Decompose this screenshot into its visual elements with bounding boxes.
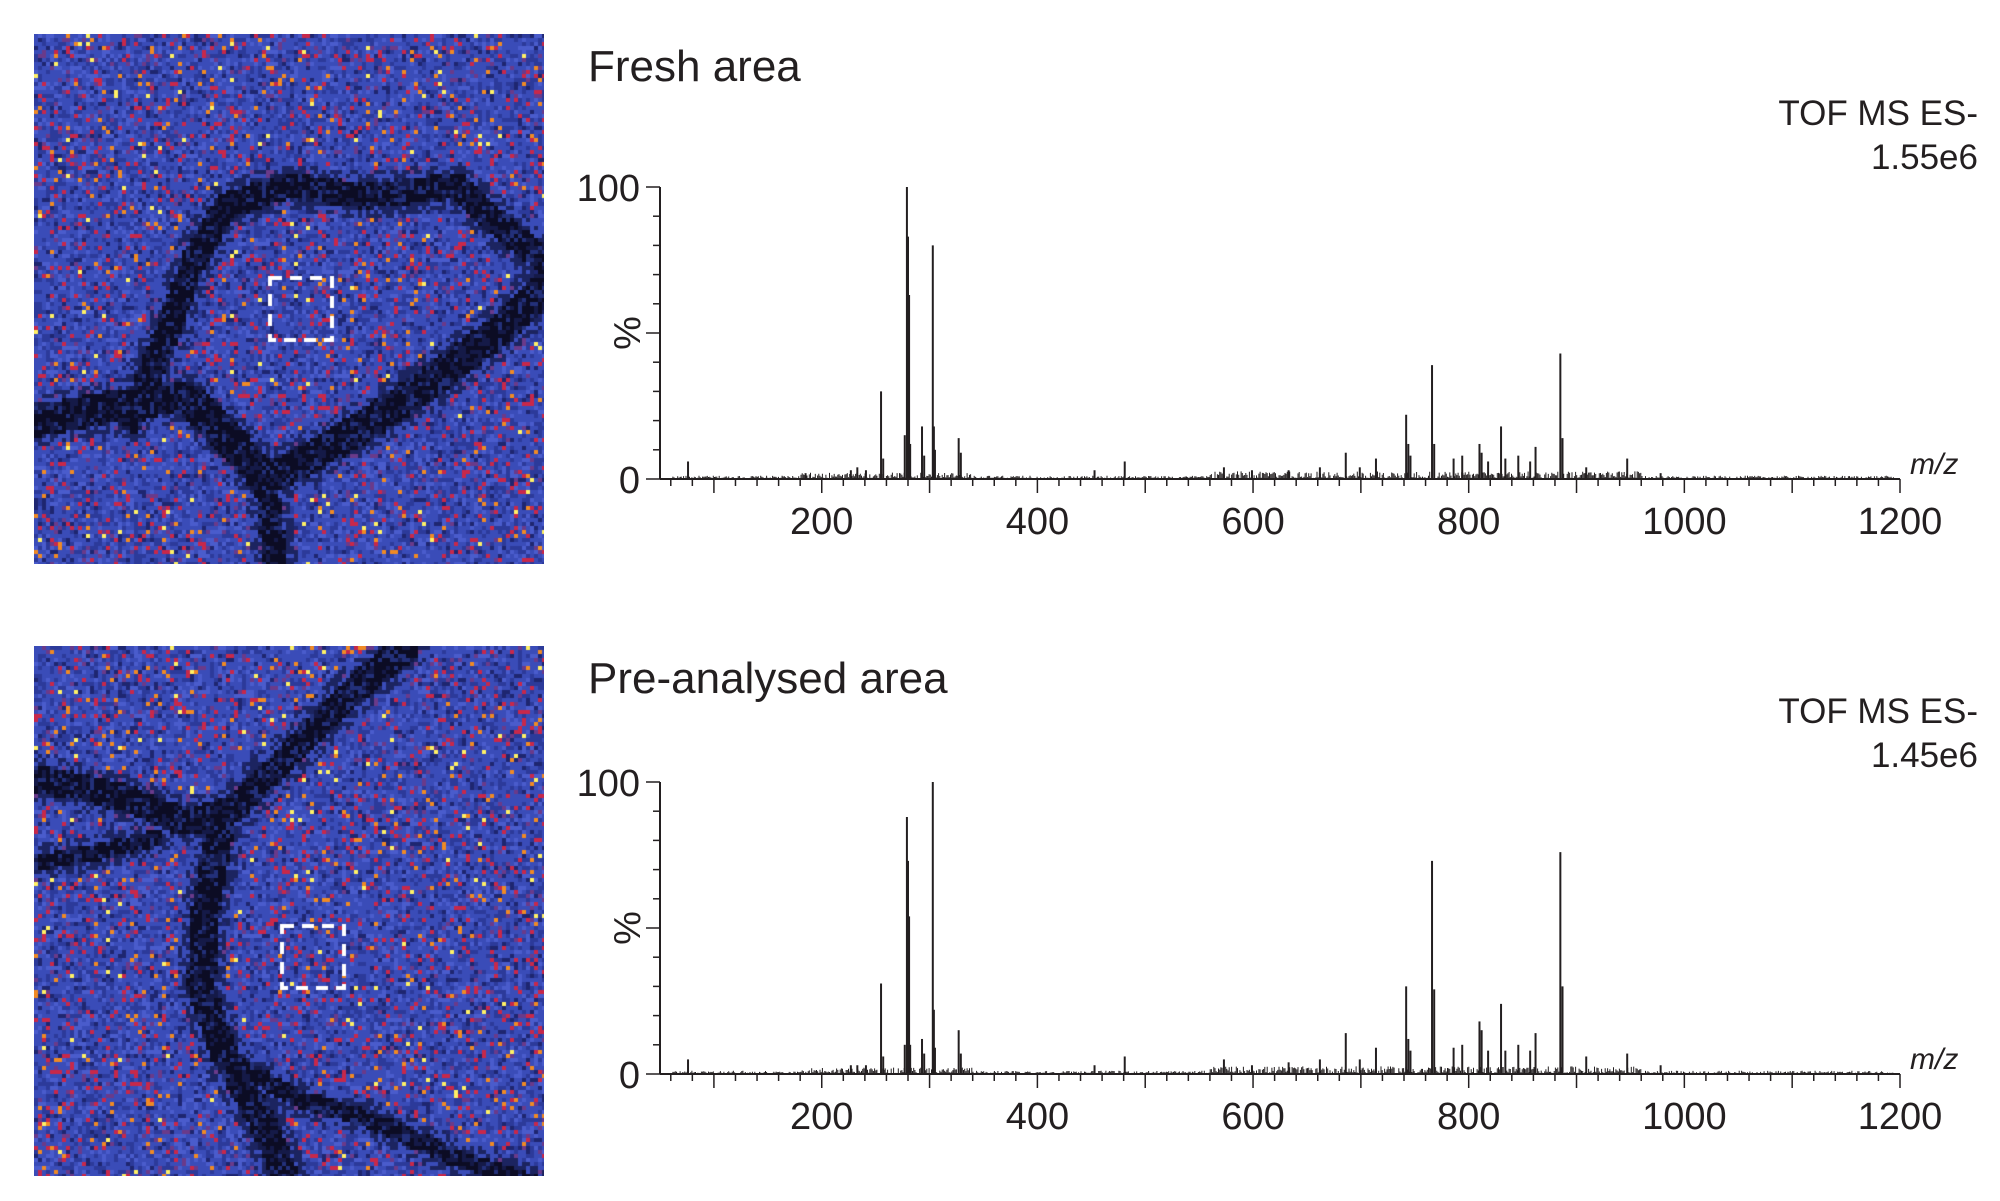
x-tick-label: 200 — [790, 501, 853, 543]
x-tick-label: 400 — [1006, 501, 1069, 543]
x-tick-label: 200 — [790, 1096, 853, 1138]
y-tick-label: 100 — [577, 168, 640, 210]
instrument-info: TOF MS ES- 1.55e6 — [1778, 92, 1978, 180]
y-axis-label: % — [607, 911, 649, 945]
x-tick-label: 800 — [1437, 501, 1500, 543]
x-tick-label: 1200 — [1858, 501, 1943, 543]
x-tick-label: 800 — [1437, 1096, 1500, 1138]
x-axis-label: m/z — [1910, 448, 1958, 481]
x-axis-label: m/z — [1910, 1043, 1958, 1076]
tissue-ion-image-pre-analysed — [34, 646, 544, 1176]
panel-pre-analysed-area: Pre-analysed area TOF MS ES- 1.45e6 200 4… — [0, 596, 2000, 1186]
base-peak-intensity: 1.45e6 — [1870, 736, 1978, 775]
instrument-mode: TOF MS ES- — [1778, 692, 1978, 731]
x-tick-label: 400 — [1006, 1096, 1069, 1138]
x-tick-label: 1200 — [1858, 1096, 1943, 1138]
panel-title: Pre-analysed area — [588, 654, 948, 703]
y-tick-label: 0 — [619, 460, 640, 502]
mass-spectrum-fresh: 200 400 600 800 1000 1200 m/z 0 100% — [577, 168, 1959, 543]
mass-spectrum-pre-analysed: 200 400 600 800 1000 1200 m/z 0 100% — [577, 763, 1959, 1138]
base-peak-intensity: 1.55e6 — [1870, 138, 1978, 177]
y-tick-label: 100 — [577, 763, 640, 805]
y-tick-label: 0 — [619, 1055, 640, 1097]
instrument-mode: TOF MS ES- — [1778, 94, 1978, 133]
y-axis-label: % — [607, 316, 649, 350]
tissue-ion-image-fresh — [34, 34, 544, 564]
x-tick-label: 600 — [1221, 501, 1284, 543]
panel-title: Fresh area — [588, 42, 801, 91]
instrument-info: TOF MS ES- 1.45e6 — [1778, 690, 1978, 778]
x-tick-label: 1000 — [1642, 501, 1727, 543]
baseline-noise — [672, 1066, 1894, 1074]
panel-fresh-area: Fresh area TOF MS ES- 1.55e6 200 400 600 80… — [0, 0, 2000, 590]
x-tick-label: 600 — [1221, 1096, 1284, 1138]
baseline-noise — [672, 471, 1894, 479]
x-tick-label: 1000 — [1642, 1096, 1727, 1138]
